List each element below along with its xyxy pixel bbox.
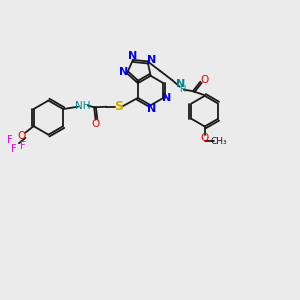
- Text: N: N: [176, 80, 185, 89]
- Text: N: N: [162, 93, 172, 103]
- Text: NH: NH: [75, 100, 91, 110]
- Text: S: S: [114, 100, 123, 112]
- Text: F: F: [11, 144, 16, 154]
- Text: F: F: [7, 135, 13, 145]
- Text: H: H: [179, 85, 186, 94]
- Text: O: O: [200, 75, 208, 85]
- Text: O: O: [201, 133, 209, 143]
- Text: N: N: [128, 51, 138, 61]
- Text: F: F: [20, 141, 26, 151]
- Text: N: N: [118, 67, 128, 77]
- Text: N: N: [147, 104, 156, 114]
- Text: O: O: [92, 119, 100, 129]
- Text: O: O: [18, 130, 26, 141]
- Text: N: N: [147, 55, 156, 65]
- Text: CH₃: CH₃: [211, 137, 227, 146]
